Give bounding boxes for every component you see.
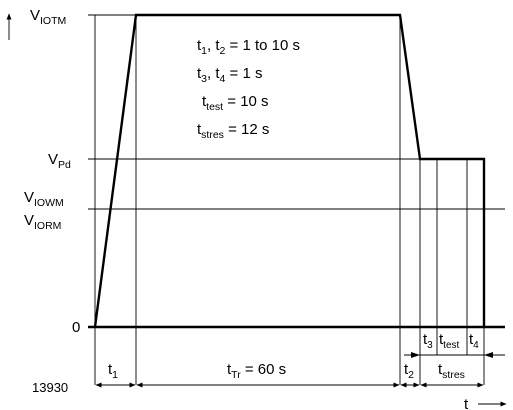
t4-right-arrowhead <box>484 352 493 358</box>
v-iowm-label: VIOWM <box>24 189 64 209</box>
param-tstres: tstres = 12 s <box>197 121 269 141</box>
tstres-interval-label: tstres <box>438 361 465 381</box>
v-iotm-label: VIOTM <box>30 7 66 27</box>
t3-interval-label: t3 <box>423 331 433 351</box>
ttr-interval-label: tTr = 60 s <box>227 361 286 381</box>
v-pd-label: VPd <box>48 151 71 171</box>
param-t3-t4: t3, t4 = 1 s <box>197 65 262 85</box>
v-iorm-label: VIORM <box>24 212 61 232</box>
t3-left-arrowhead <box>411 352 420 358</box>
time-axis-label: t <box>464 396 469 410</box>
t2-interval-label: t2 <box>404 361 414 381</box>
ttest-interval-label: ttest <box>439 331 460 351</box>
figure-id: 13930 <box>32 380 68 395</box>
param-t1-t2: t1, t2 = 1 to 10 s <box>197 37 300 57</box>
t4-interval-label: t4 <box>469 331 479 351</box>
zero-label: 0 <box>72 319 80 336</box>
param-ttest: ttest = 10 s <box>202 93 269 113</box>
t1-interval-label: t1 <box>108 361 118 381</box>
voltage-profile-curve <box>93 13 486 328</box>
